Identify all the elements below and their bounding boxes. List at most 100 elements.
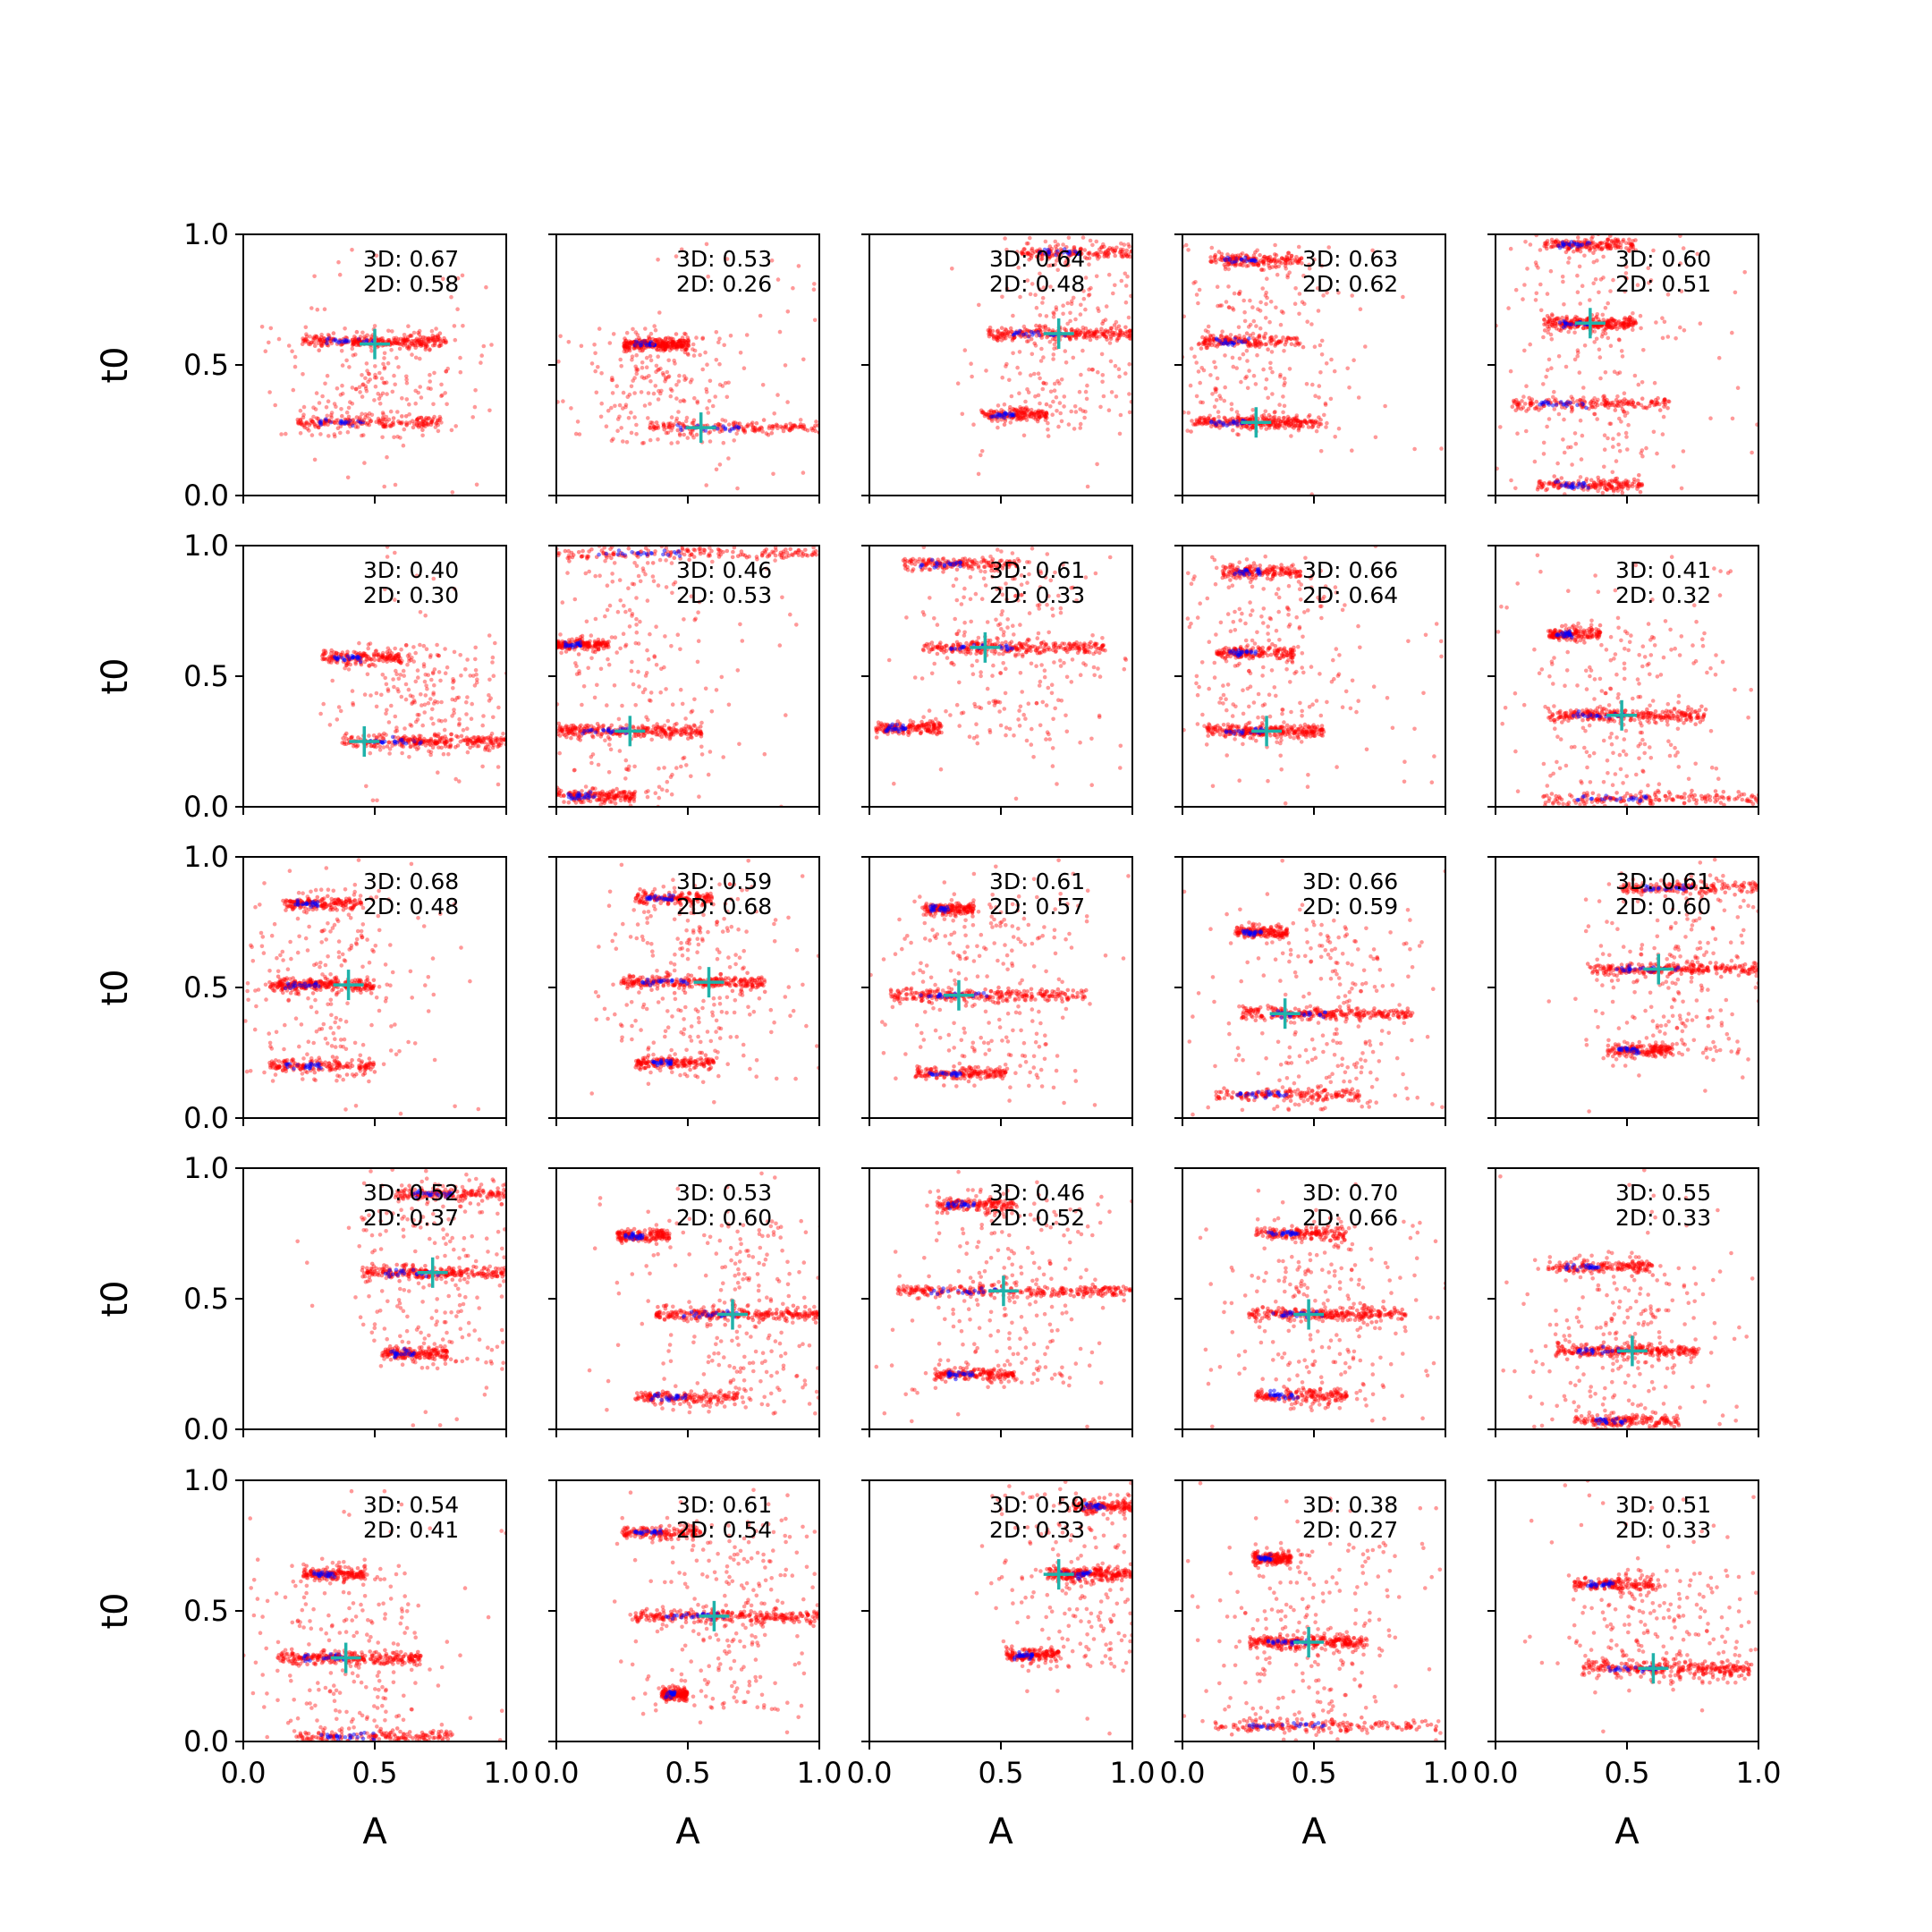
mode-point [1027,334,1031,339]
sample-point [1003,326,1008,332]
sample-point [350,343,355,348]
sample-point [416,338,420,343]
sample-point [346,414,352,419]
sample-point [1546,321,1551,326]
sample-point [1031,411,1037,416]
sample-point [669,415,674,419]
sample-point [685,335,691,340]
sample-point [464,712,469,716]
sample-point [1207,342,1212,346]
sample-point [1513,408,1518,413]
sample-point [1087,292,1092,297]
sample-point [1308,419,1312,424]
sample-point [1026,250,1030,255]
sample-point [454,733,459,739]
sample-point [1020,416,1024,421]
sample-point [1548,268,1554,274]
sample-point [380,338,386,343]
sample-point [1106,254,1111,259]
sample-point [714,330,719,335]
sample-point [1626,318,1631,322]
sample-point [351,342,356,346]
sample-point [1057,401,1063,405]
sample-point [1053,262,1057,267]
sample-point [656,341,661,345]
sample-point [1606,237,1610,242]
sample-point [1052,342,1057,347]
sample-point [660,340,665,344]
sample-point [440,393,445,398]
sample-point [1299,256,1304,260]
sample-point [365,422,369,427]
mode-point [1037,333,1042,338]
sample-point [648,420,653,425]
sample-point [393,482,398,487]
sample-point [781,428,786,434]
sample-point [1269,258,1274,263]
sample-point [354,415,360,419]
sample-point [1292,301,1298,307]
sample-point [317,336,322,342]
sample-point [290,349,294,354]
sample-point [1289,257,1294,261]
mode-point [1221,422,1226,428]
sample-point [780,426,784,430]
sample-point [1038,359,1044,363]
sample-point [670,388,674,394]
sample-point [386,338,391,343]
sample-point [1227,336,1232,342]
sample-point [1122,333,1126,338]
sample-point [683,347,689,352]
sample-point [640,375,645,379]
sample-point [1654,320,1658,325]
sample-point [427,339,431,344]
sample-point [377,419,382,425]
sample-point [1660,316,1665,321]
mode-point [732,426,736,431]
sample-point [1236,292,1241,296]
sample-point [987,328,993,334]
sample-point [1016,410,1021,414]
sample-point [682,432,686,437]
sample-point [304,332,309,337]
sample-point [1046,263,1051,268]
sample-point [1305,421,1309,426]
sample-point [1263,293,1268,298]
sample-point [1623,241,1629,246]
sample-point [1086,329,1090,334]
sample-point [298,408,303,413]
sample-point [1208,259,1214,264]
sample-point [657,342,662,347]
sample-point [1127,392,1131,396]
sample-point [372,324,377,328]
sample-point [626,344,631,350]
sample-point [1281,394,1285,399]
sample-point [1578,397,1582,402]
sample-point [1291,422,1296,428]
sample-point [665,339,669,344]
sample-point [1326,245,1331,250]
sample-point [1575,273,1580,278]
sample-point [676,410,681,414]
sample-point [787,428,792,433]
sample-point [340,363,345,368]
sample-point [1051,399,1055,404]
sample-point [334,418,339,423]
sample-point [1025,252,1030,257]
sample-point [1033,343,1038,348]
sample-point [647,335,652,341]
sample-point [383,418,388,422]
sample-point [1072,333,1078,337]
sample-point [1261,262,1267,267]
sample-point [1022,407,1028,412]
sample-point [996,419,1000,424]
sample-point [648,426,653,430]
sample-point [1048,263,1054,268]
sample-point [663,347,667,352]
sample-point [1213,387,1218,393]
sample-point [1283,421,1288,426]
sample-point [772,411,776,416]
mode-point [1557,245,1563,250]
sample-point [1300,261,1304,266]
sample-point [1245,386,1250,391]
